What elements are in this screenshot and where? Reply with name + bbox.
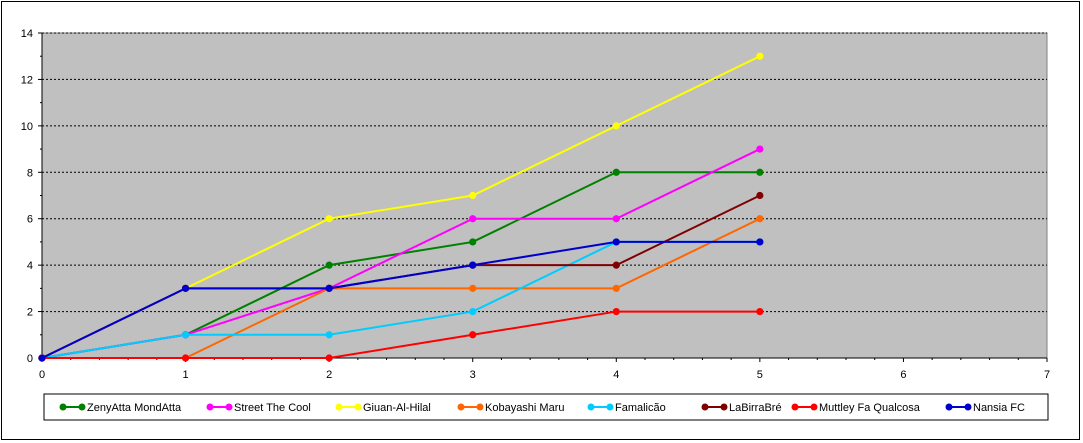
legend-marker (606, 403, 614, 411)
legend-label: Street The Cool (234, 402, 311, 414)
legend-marker (78, 403, 86, 411)
y-tick-label: 14 (21, 28, 33, 40)
data-point (181, 284, 190, 292)
data-point (181, 354, 190, 362)
x-tick-label: 3 (470, 369, 476, 381)
data-point (756, 52, 764, 60)
data-point (38, 354, 46, 362)
legend: ZenyAtta MondAtta Street The Cool Giuan-Al… (43, 393, 1049, 421)
data-point (756, 307, 764, 316)
legend-item: Nansia FC (945, 402, 1025, 414)
x-tick-label: 2 (326, 369, 332, 381)
data-point (325, 354, 333, 362)
legend-marker (225, 403, 233, 411)
legend-marker (206, 403, 214, 411)
legend-marker (945, 403, 953, 411)
x-tick-label: 4 (613, 369, 619, 381)
data-point (612, 261, 620, 269)
data-point (612, 122, 620, 130)
series-nansia-fc (38, 238, 764, 362)
y-tick-label: 8 (27, 167, 33, 179)
data-point (325, 331, 333, 339)
legend-item: Famalicão (587, 402, 666, 414)
legend-label: Nansia FC (973, 402, 1025, 414)
data-point (325, 261, 333, 269)
legend-label: Muttley Fa Qualcosa (819, 402, 921, 414)
grid-lines (42, 32, 1047, 313)
data-point (325, 215, 333, 223)
data-point (756, 215, 764, 223)
legend-label: Giuan-Al-Hilal (363, 402, 431, 414)
data-point (612, 215, 620, 223)
legend-marker (587, 403, 595, 411)
data-point (612, 238, 620, 246)
x-tick-label: 7 (1044, 369, 1050, 381)
data-point (612, 168, 620, 176)
series-muttley-fa-qualcosa (38, 307, 764, 362)
legend-item: Kobayashi Maru (457, 402, 565, 414)
legend-marker (964, 403, 972, 411)
data-point (469, 191, 477, 200)
data-point (756, 168, 764, 176)
data-point (469, 284, 477, 292)
series-line-nansia-fc (41, 240, 760, 359)
series-lines (38, 52, 764, 362)
y-tick-label: 4 (27, 260, 33, 272)
plot-area (41, 32, 1048, 359)
data-point (469, 261, 477, 269)
legend-marker (59, 403, 67, 411)
legend-marker (810, 403, 818, 411)
data-point (325, 284, 333, 292)
x-tick-label: 1 (183, 369, 189, 381)
y-tick-label: 10 (21, 121, 33, 133)
legend-marker (476, 403, 484, 411)
legend-marker (457, 403, 465, 411)
legend-item: LaBirraBré (701, 402, 782, 414)
y-tick-label: 12 (21, 74, 33, 86)
y-tick-label: 6 (27, 214, 33, 226)
legend-label: ZenyAtta MondAtta (87, 402, 182, 414)
legend-marker (354, 403, 362, 411)
x-tick-label: 0 (39, 369, 45, 381)
data-point (469, 215, 477, 223)
legend-marker (335, 403, 343, 411)
series-line-muttley-fa-qualcosa (42, 310, 760, 359)
legend-marker (791, 403, 799, 411)
data-point (469, 307, 477, 316)
legend-label: LaBirraBré (729, 402, 782, 414)
legend-item: Street The Cool (206, 402, 311, 414)
legend-item: ZenyAtta MondAtta (59, 402, 182, 414)
data-point (612, 307, 620, 316)
x-tick-label: 5 (757, 369, 763, 381)
y-tick-label: 0 (27, 353, 33, 365)
legend-marker (701, 403, 709, 411)
x-tick-label: 6 (900, 369, 906, 381)
legend-label: Famalicão (615, 402, 666, 414)
legend-label: Kobayashi Maru (485, 402, 565, 414)
legend-marker (720, 403, 728, 411)
data-point (756, 238, 764, 246)
y-tick-label: 2 (27, 307, 33, 319)
data-point (469, 331, 477, 339)
data-point (181, 331, 190, 339)
data-point (612, 284, 620, 292)
data-point (756, 145, 764, 153)
data-point (756, 191, 764, 200)
legend-item: Muttley Fa Qualcosa (791, 402, 921, 414)
legend-item: Giuan-Al-Hilal (335, 402, 431, 414)
data-point (469, 238, 477, 246)
